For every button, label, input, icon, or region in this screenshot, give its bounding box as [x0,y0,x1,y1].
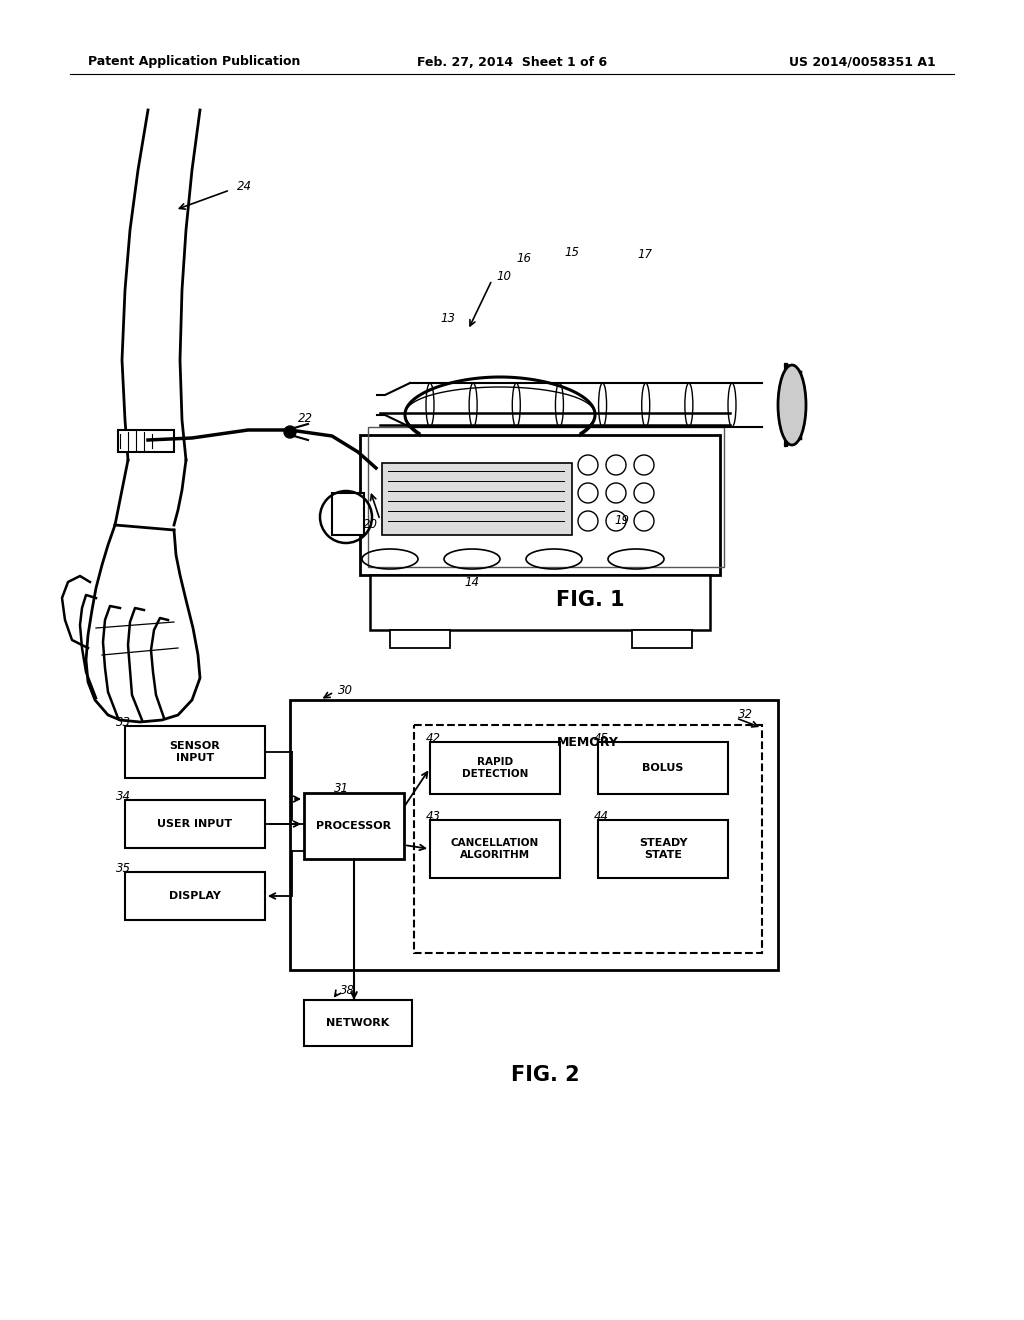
Text: 22: 22 [298,412,312,425]
Bar [414,725,762,953]
Text: Patent Application Publication: Patent Application Publication [88,55,300,69]
Text: STEADY
STATE: STEADY STATE [639,838,687,859]
Bar [370,576,710,630]
Circle shape [284,426,296,438]
Bar [304,793,404,859]
Text: 35: 35 [116,862,131,874]
Text: RAPID
DETECTION: RAPID DETECTION [462,758,528,779]
Bar [118,430,174,451]
Text: BOLUS: BOLUS [642,763,684,774]
Text: 20: 20 [362,517,378,531]
Text: 16: 16 [516,252,531,264]
Text: FIG. 2: FIG. 2 [511,1065,580,1085]
Text: 17: 17 [638,248,652,261]
Text: NETWORK: NETWORK [327,1018,389,1028]
Bar [390,630,450,648]
Bar [430,820,560,878]
Bar [360,436,720,576]
Text: 33: 33 [116,715,131,729]
Text: 13: 13 [440,312,456,325]
Text: 43: 43 [426,809,441,822]
Bar [332,492,364,535]
Text: DISPLAY: DISPLAY [169,891,221,902]
Text: MEMORY: MEMORY [557,737,618,750]
Text: 44: 44 [594,809,609,822]
Bar [368,426,724,568]
Text: 19: 19 [614,513,630,527]
Text: 24: 24 [237,180,252,193]
Text: Feb. 27, 2014  Sheet 1 of 6: Feb. 27, 2014 Sheet 1 of 6 [417,55,607,69]
Text: 38: 38 [340,983,355,997]
Text: PROCESSOR: PROCESSOR [316,821,391,832]
Bar [125,726,265,777]
Text: 14: 14 [465,576,479,589]
Text: CANCELLATION
ALGORITHM: CANCELLATION ALGORITHM [451,838,539,859]
Bar [125,873,265,920]
Bar [598,820,728,878]
Text: 10: 10 [496,269,511,282]
Bar [290,700,778,970]
Text: 15: 15 [564,246,580,259]
Bar [598,742,728,795]
Bar [125,800,265,847]
Text: FIG. 1: FIG. 1 [556,590,625,610]
Text: 34: 34 [116,789,131,803]
Text: USER INPUT: USER INPUT [158,818,232,829]
Text: US 2014/0058351 A1: US 2014/0058351 A1 [790,55,936,69]
Ellipse shape [778,366,806,445]
Text: 32: 32 [738,709,753,722]
Text: 42: 42 [426,731,441,744]
Text: SENSOR
INPUT: SENSOR INPUT [170,742,220,763]
Text: 31: 31 [334,781,349,795]
Bar [632,630,692,648]
Bar [304,1001,412,1045]
Bar [430,742,560,795]
Text: 30: 30 [338,684,353,697]
Bar [382,463,572,535]
Text: 45: 45 [594,731,609,744]
